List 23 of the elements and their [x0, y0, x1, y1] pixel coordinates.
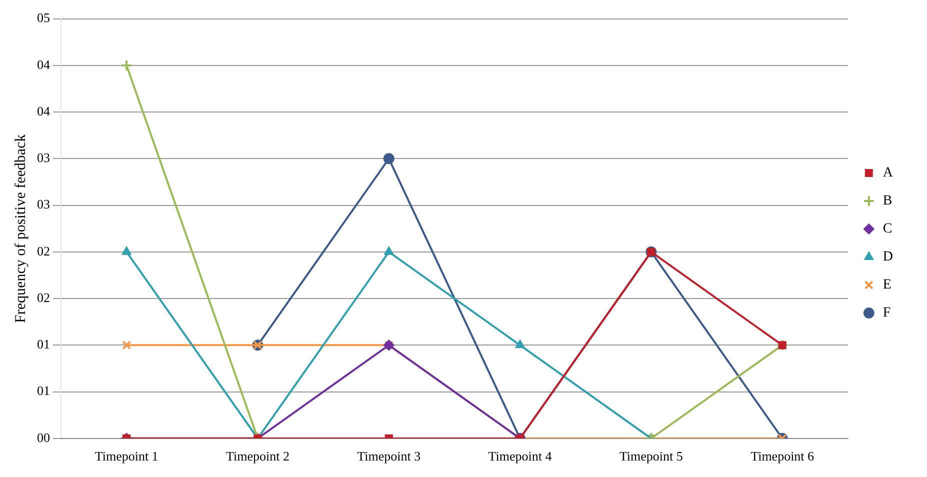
x-tick-label: Timepoint 3 — [357, 448, 421, 464]
x-tick-label: Timepoint 6 — [750, 448, 815, 464]
x-tick-label: Timepoint 2 — [226, 448, 290, 464]
legend-label: C — [882, 222, 892, 237]
y-tick-label: 02 — [37, 243, 50, 258]
y-tick-label: 04 — [37, 56, 50, 72]
y-axis-title: Frequency of positive feedback — [12, 134, 29, 323]
y-tick-label: 01 — [37, 383, 50, 398]
x-tick-label: Timepoint 5 — [619, 448, 683, 464]
y-tick-label: 01 — [37, 336, 50, 352]
x-tick-label: Timepoint 1 — [94, 448, 158, 464]
legend-label: F — [882, 306, 891, 321]
y-tick-label: 02 — [37, 290, 50, 305]
x-tick-label: Timepoint 4 — [488, 448, 552, 464]
y-tick-label: 04 — [37, 103, 50, 118]
legend-label: E — [882, 278, 892, 293]
y-tick-label: 03 — [37, 150, 50, 166]
legend-label: B — [882, 194, 892, 209]
y-tick-label: 05 — [37, 10, 50, 26]
y-tick-label: 00 — [37, 430, 50, 445]
legend-label: D — [882, 250, 894, 265]
legend-label: A — [882, 166, 894, 181]
y-tick-label: 03 — [37, 196, 50, 212]
